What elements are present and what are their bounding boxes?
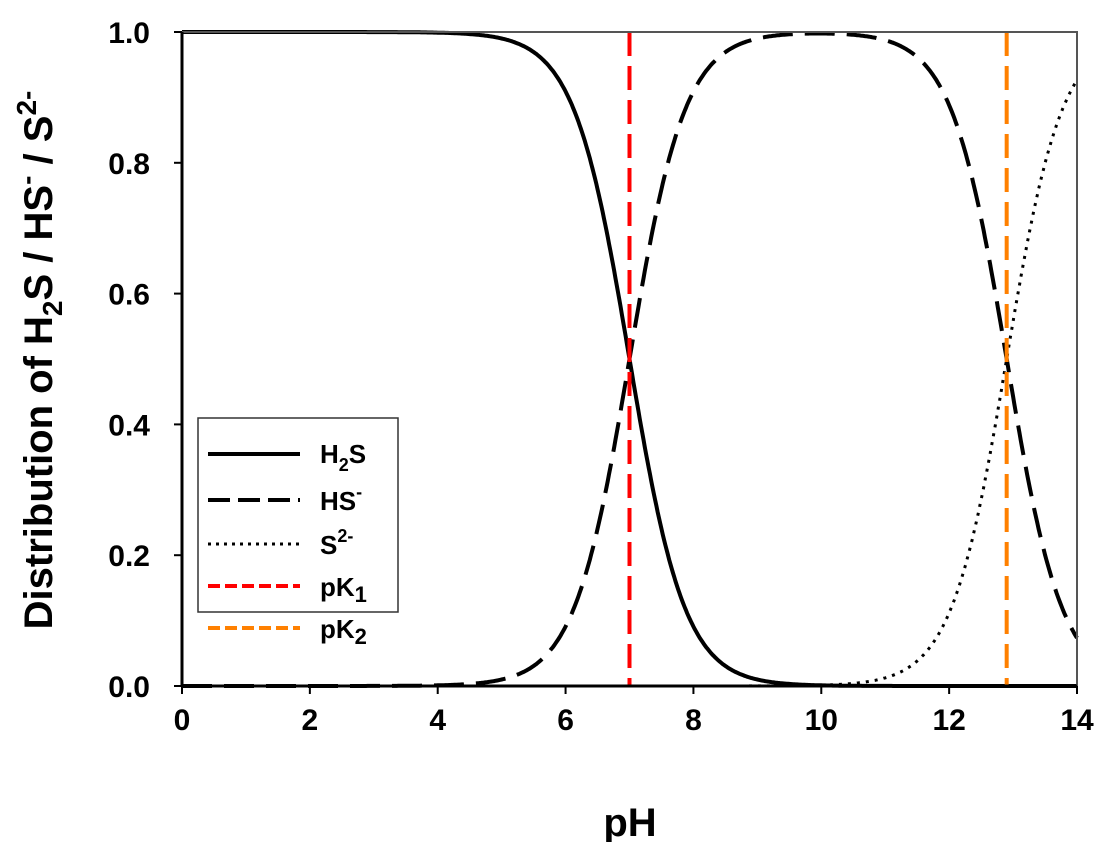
x-tick-label: 4 [429, 704, 446, 737]
y-tick-label: 0.6 [108, 279, 150, 312]
y-tick-label: 0.8 [108, 148, 150, 181]
legend-label-h2s: H2S [320, 439, 366, 475]
legend-label-s2: S2- [320, 526, 353, 560]
x-tick-label: 12 [932, 704, 965, 737]
x-tick-label: 8 [685, 704, 702, 737]
legend-label-hs: HS- [320, 482, 362, 516]
legend-label-pk2: pK2 [320, 614, 367, 649]
y-tick-label: 0.2 [108, 540, 150, 573]
x-tick-label: 6 [557, 704, 574, 737]
legend-label-pk1: pK1 [320, 572, 367, 607]
y-axis-title: Distribution of H2S / HS- / S2- [11, 91, 68, 630]
y-tick-label: 0.0 [108, 671, 150, 704]
legend-box [197, 417, 399, 613]
x-tick-label: 14 [1060, 704, 1094, 737]
y-tick-label: 0.4 [108, 409, 150, 442]
y-tick-label: 1.0 [108, 17, 150, 50]
x-tick-label: 2 [302, 704, 319, 737]
x-tick-label: 0 [174, 704, 191, 737]
legend: H2S HS- S2- pK1 pK2 [197, 417, 399, 649]
x-axis-title: pH [603, 801, 656, 842]
ticks: 0 2 4 6 8 10 12 14 0.0 0.2 0.4 0.6 0.8 1.0 [108, 17, 1094, 737]
x-tick-label: 10 [805, 704, 838, 737]
